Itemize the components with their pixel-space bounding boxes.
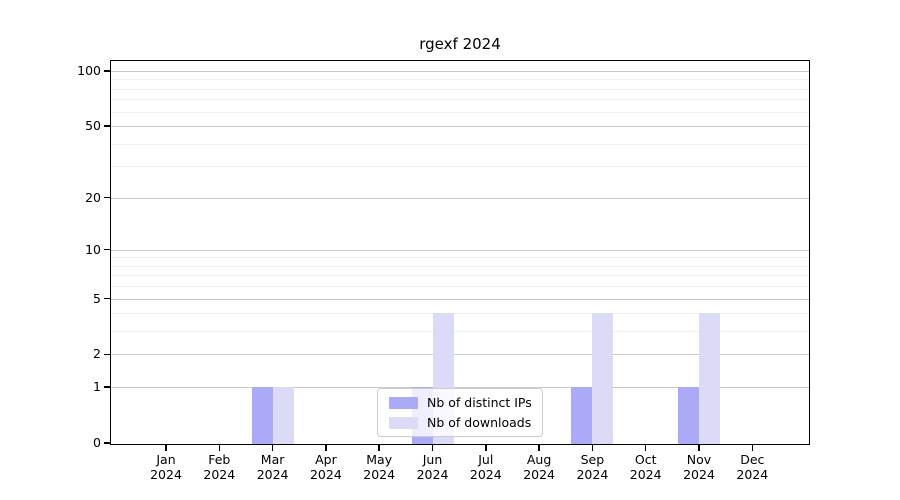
minor-gridline (110, 257, 810, 259)
x-tick-label: May 2024 (349, 452, 409, 482)
x-tick-mark (165, 445, 167, 451)
y-tick-mark (104, 125, 110, 127)
y-tick-label: 10 (85, 241, 101, 257)
x-tick-year: 2024 (416, 467, 449, 482)
legend-label: Nb of downloads (427, 415, 532, 430)
x-tick-year: 2024 (736, 467, 769, 482)
chart-title: rgexf 2024 (419, 35, 501, 53)
y-tick-mark (104, 353, 110, 356)
y-tick-mark (104, 248, 110, 251)
x-tick-year: 2024 (309, 467, 342, 482)
x-tick-label: Feb 2024 (189, 452, 249, 482)
x-tick-mark (538, 445, 540, 451)
x-tick-label: Dec 2024 (722, 452, 782, 482)
x-tick-month: Nov (686, 452, 712, 467)
minor-gridline (110, 79, 810, 81)
x-tick-month: Jun (422, 452, 443, 467)
x-tick-label: Aug 2024 (509, 452, 569, 482)
y-tick-label: 20 (85, 189, 101, 205)
minor-gridline (110, 275, 810, 277)
x-tick-year: 2024 (363, 467, 396, 482)
major-gridline (110, 197, 810, 199)
x-tick-mark (698, 445, 700, 451)
x-tick-year: 2024 (469, 467, 502, 482)
bar-downloads (699, 313, 720, 445)
x-tick-year: 2024 (629, 467, 662, 482)
y-tick-mark (104, 196, 110, 199)
x-tick-label: Sep 2024 (562, 452, 622, 482)
x-tick-mark (271, 445, 274, 451)
major-gridline (110, 298, 810, 300)
x-tick-mark (218, 445, 221, 451)
major-gridline (110, 387, 810, 389)
x-tick-year: 2024 (150, 467, 182, 482)
x-tick-label: Jun 2024 (403, 452, 463, 482)
legend-swatch-downloads (389, 416, 418, 429)
major-gridline (110, 126, 810, 128)
x-tick-month: Jul (478, 452, 494, 467)
x-tick-year: 2024 (203, 467, 236, 482)
y-tick-label: 50 (85, 118, 101, 134)
x-tick-month: Oct (634, 452, 657, 467)
minor-gridline (110, 313, 810, 315)
minor-gridline (110, 331, 810, 333)
x-tick-month: May (366, 452, 393, 467)
y-tick-label: 5 (93, 290, 101, 306)
x-tick-mark (751, 445, 754, 451)
bar-downloads (272, 387, 294, 445)
x-tick-month: Jan (156, 452, 176, 467)
major-gridline (110, 354, 810, 356)
x-tick-month: Apr (315, 452, 337, 467)
x-tick-year: 2024 (683, 467, 715, 482)
bar-distinct-ips (678, 387, 699, 445)
minor-gridline (110, 265, 810, 267)
x-tick-month: Mar (260, 452, 285, 467)
x-tick-year: 2024 (523, 467, 555, 482)
legend-item: Nb of distinct IPs (389, 395, 532, 410)
x-tick-month: Sep (580, 452, 605, 467)
bar-distinct-ips (251, 387, 273, 445)
y-tick-mark (104, 442, 110, 444)
x-tick-label: Mar 2024 (243, 452, 303, 482)
legend: Nb of distinct IPs Nb of downloads (377, 388, 543, 437)
bar-distinct-ips (571, 387, 593, 445)
plot-area: Nb of distinct IPs Nb of downloads (110, 60, 810, 445)
x-tick-label: Jan 2024 (136, 452, 196, 482)
minor-gridline (110, 143, 810, 145)
y-tick-label: 2 (93, 346, 101, 362)
minor-gridline (110, 286, 810, 288)
x-tick-label: Apr 2024 (296, 452, 356, 482)
y-tick-label: 1 (93, 379, 101, 395)
minor-gridline (110, 99, 810, 101)
x-tick-mark (325, 445, 327, 451)
y-tick-label: 100 (77, 63, 101, 78)
x-tick-year: 2024 (256, 467, 289, 482)
x-tick-label: Nov 2024 (669, 452, 729, 482)
y-tick-mark (104, 386, 110, 388)
minor-gridline (110, 111, 810, 113)
legend-item: Nb of downloads (389, 415, 532, 430)
x-tick-month: Feb (208, 452, 231, 467)
y-tick-mark (104, 297, 110, 300)
x-tick-mark (485, 445, 487, 451)
x-tick-mark (591, 445, 594, 451)
bar-downloads (592, 313, 614, 445)
x-tick-month: Dec (740, 452, 765, 467)
x-tick-label: Oct 2024 (616, 452, 676, 482)
legend-label: Nb of distinct IPs (427, 395, 532, 410)
x-tick-month: Aug (526, 452, 552, 467)
minor-gridline (110, 88, 810, 90)
x-tick-year: 2024 (576, 467, 609, 482)
x-tick-mark (378, 445, 380, 451)
major-gridline (110, 71, 810, 72)
minor-gridline (110, 166, 810, 168)
x-tick-mark (431, 445, 434, 451)
major-gridline (110, 249, 810, 251)
y-tick-mark (104, 70, 110, 72)
x-tick-mark (644, 445, 647, 451)
legend-swatch-distinct-ips (389, 396, 418, 409)
x-tick-label: Jul 2024 (456, 452, 516, 482)
y-tick-label: 0 (93, 435, 101, 450)
